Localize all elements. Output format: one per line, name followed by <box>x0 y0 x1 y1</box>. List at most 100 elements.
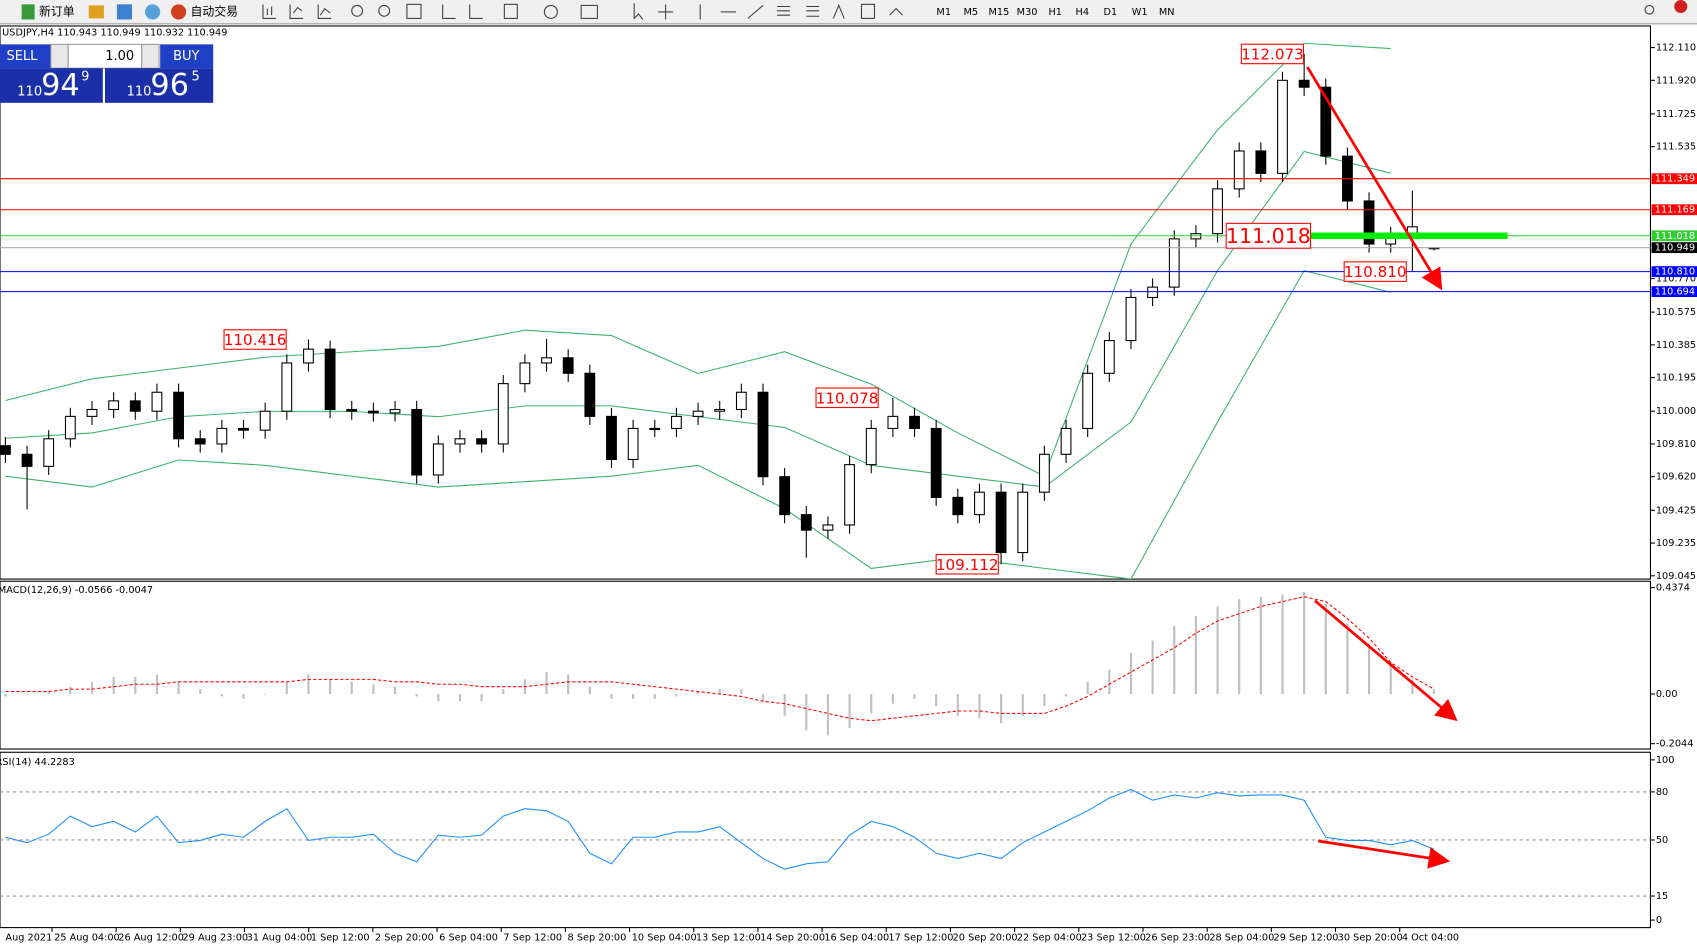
ask-box[interactable] <box>104 68 214 103</box>
macd-bar <box>264 693 267 695</box>
tile-windows[interactable] <box>406 3 422 19</box>
rsi-arrow[interactable] <box>1317 839 1451 869</box>
label-tool[interactable] <box>860 3 876 19</box>
toolbar-icon[interactable] <box>116 4 133 20</box>
macd-bar <box>242 693 245 699</box>
candle-body <box>281 362 293 412</box>
candle-body <box>562 357 574 374</box>
candle-body <box>1277 79 1288 174</box>
arrows-tool[interactable] <box>889 7 903 16</box>
timeframe-button[interactable]: M1 <box>936 7 951 18</box>
zoom-out[interactable] <box>378 4 391 17</box>
bid-box[interactable] <box>0 68 103 103</box>
price-annotation-box[interactable] <box>1240 43 1305 65</box>
y-tick-label: 0 <box>1656 915 1662 926</box>
price-plot <box>0 42 1440 580</box>
price-annotation-box[interactable] <box>815 387 879 409</box>
candle-body <box>21 453 33 467</box>
level-price-label: 110.694 <box>1655 287 1695 298</box>
candle-body <box>497 383 509 445</box>
candle-body <box>1125 296 1137 342</box>
macd-bar <box>870 693 873 714</box>
toolbar-icon[interactable] <box>145 4 161 20</box>
timeframe-button[interactable]: D1 <box>1104 7 1118 18</box>
price-annotation: 109.112 <box>936 556 999 574</box>
candle-body <box>865 427 877 466</box>
chart-title: USDJPY,H4 110.943 110.949 110.932 110.94… <box>2 27 227 38</box>
timeframe-button[interactable]: M15 <box>989 7 1010 18</box>
y-tick-label: 109.235 <box>1656 538 1696 549</box>
x-tick-label: 17 Sep 12:00 <box>888 932 953 943</box>
x-tick-label: 29 Aug 23:00 <box>182 932 248 943</box>
candle-body <box>86 408 98 417</box>
macd-bar <box>1411 679 1414 694</box>
y-tick-label: 110.385 <box>1656 340 1696 351</box>
timeframe-button[interactable]: M30 <box>1017 7 1038 18</box>
y-tick-label: 111.920 <box>1656 75 1696 86</box>
timeframe-button[interactable]: H1 <box>1048 7 1062 18</box>
candle-body <box>129 400 141 412</box>
scroll-tool[interactable] <box>442 4 456 19</box>
crosshair-tool[interactable] <box>658 4 674 20</box>
sell-button[interactable] <box>0 44 51 69</box>
timeframe-button[interactable]: MN <box>1159 7 1175 18</box>
templates[interactable] <box>580 4 598 19</box>
macd-bar <box>329 679 332 694</box>
indicators[interactable] <box>503 3 518 19</box>
zoom-in[interactable] <box>351 4 364 17</box>
notification[interactable] <box>1674 0 1688 13</box>
auto-trading-icon[interactable] <box>170 4 187 20</box>
macd-signal <box>5 596 1435 722</box>
price-annotation-box[interactable] <box>1225 222 1312 249</box>
support-zone[interactable] <box>1307 232 1508 240</box>
macd-arrow[interactable] <box>1314 599 1458 722</box>
candle-tool[interactable] <box>289 4 304 19</box>
toolbar-icon[interactable] <box>88 5 104 19</box>
price-annotation-box[interactable] <box>935 553 999 575</box>
buy-button[interactable] <box>160 44 214 69</box>
x-tick-label: Aug 2021 <box>5 932 52 943</box>
macd-bar <box>480 693 483 702</box>
line-tool[interactable] <box>317 4 332 19</box>
cursor-tool[interactable] <box>633 3 644 20</box>
lot-down[interactable] <box>50 43 69 69</box>
price-annotation: 110.810 <box>1344 263 1407 281</box>
macd-bar <box>1324 603 1327 694</box>
sell-label[interactable]: SELL <box>6 49 38 64</box>
candle-body <box>974 491 985 516</box>
candle-body <box>173 391 184 440</box>
trendline-tool[interactable] <box>747 5 764 19</box>
macd-bar <box>805 693 808 731</box>
buy-label[interactable]: BUY <box>173 49 199 64</box>
lot-up[interactable] <box>141 43 160 69</box>
auto-trading-button[interactable]: 自动交易 <box>190 4 238 18</box>
trend-arrow[interactable] <box>1306 66 1443 291</box>
price-annotation: 112.073 <box>1241 46 1304 64</box>
level-price-tag <box>1651 173 1697 185</box>
text-tool[interactable] <box>832 4 845 19</box>
candle-body <box>671 415 682 429</box>
lot-value[interactable]: 1.00 <box>105 49 134 64</box>
bar-chart-tool[interactable] <box>262 4 276 19</box>
channel-tool[interactable] <box>777 5 791 16</box>
macd-bar <box>632 693 635 699</box>
toolbar <box>0 0 1697 24</box>
candle-body <box>627 427 639 461</box>
x-tick-label: 1 Sep 12:00 <box>311 932 370 943</box>
timeframe-button[interactable]: M5 <box>964 7 979 18</box>
y-tick-label: 50 <box>1656 835 1668 846</box>
shift-tool[interactable] <box>469 4 483 19</box>
candle-body <box>757 391 769 478</box>
price-annotation-box[interactable] <box>1343 261 1407 282</box>
search[interactable] <box>1644 4 1655 15</box>
new-order-icon[interactable] <box>21 4 35 20</box>
fibo-tool[interactable] <box>806 5 820 17</box>
timeframe-button[interactable]: W1 <box>1132 7 1148 18</box>
timeframe-button[interactable]: H4 <box>1076 7 1090 18</box>
periods[interactable] <box>543 4 558 19</box>
candle-body <box>1103 340 1115 374</box>
price-annotation-box[interactable] <box>223 329 287 350</box>
candle-body <box>1212 188 1223 235</box>
level-price-tag <box>1651 230 1697 242</box>
new-order-button[interactable]: 新订单 <box>39 4 75 18</box>
